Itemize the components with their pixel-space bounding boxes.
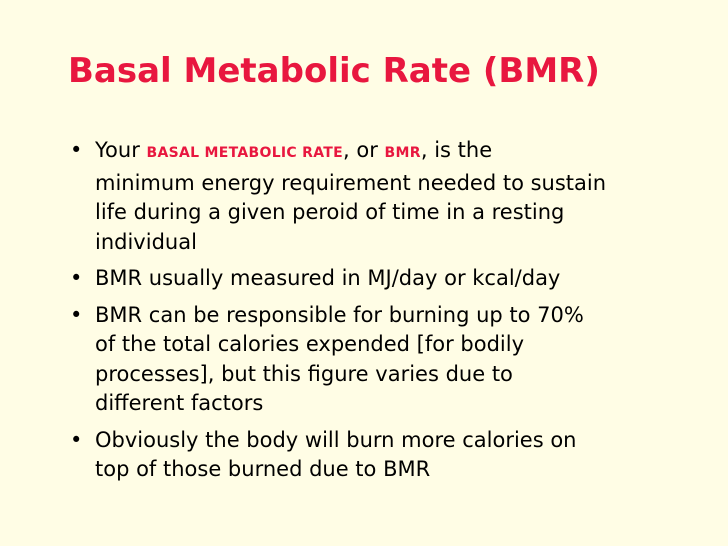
bullet-icon: • [70, 427, 83, 452]
bullet-line: minimum energy requirement needed to sus… [95, 170, 607, 195]
bullet-text: , is the [420, 138, 493, 162]
bullet-item-extra-calories: • Obviously the body will burn more calo… [70, 426, 670, 485]
bullet-line: Obviously the body will burn more calori… [95, 427, 577, 452]
bullet-icon: • [70, 266, 83, 290]
bullet-line: processes], but this figure varies due t… [95, 361, 513, 386]
bullet-line: Your BASAL METABOLIC RATE, or BMR, is th… [95, 136, 670, 169]
bullet-text: Your [95, 138, 147, 162]
bullet-item-bmr-definition: • Your BASAL METABOLIC RATE, or BMR, is … [70, 136, 670, 257]
slide-title: Basal Metabolic Rate (BMR) [68, 51, 600, 91]
bullet-icon: • [70, 302, 83, 327]
bullet-line: BMR usually measured in MJ/day or kcal/d… [95, 266, 561, 290]
emphasis-term: BASAL METABOLIC RATE [146, 145, 344, 161]
bullet-line: of the total calories expended [for bodi… [95, 332, 524, 356]
bullet-item-bmr-units: • BMR usually measured in MJ/day or kcal… [70, 264, 670, 294]
bullet-text: , or [343, 138, 385, 162]
bullet-line: individual [95, 229, 197, 254]
bullet-line: different factors [95, 391, 264, 415]
bullet-icon: • [70, 138, 83, 162]
bullet-line: top of those burned due to BMR [95, 457, 431, 481]
bullet-line: life during a given peroid of time in a … [95, 200, 565, 224]
bullet-line: BMR can be responsible for burning up to… [95, 302, 584, 327]
bullet-item-bmr-calories: • BMR can be responsible for burning up … [70, 301, 670, 419]
emphasis-term: BMR [384, 145, 421, 161]
bullet-list: • Your BASAL METABOLIC RATE, or BMR, is … [70, 136, 670, 492]
